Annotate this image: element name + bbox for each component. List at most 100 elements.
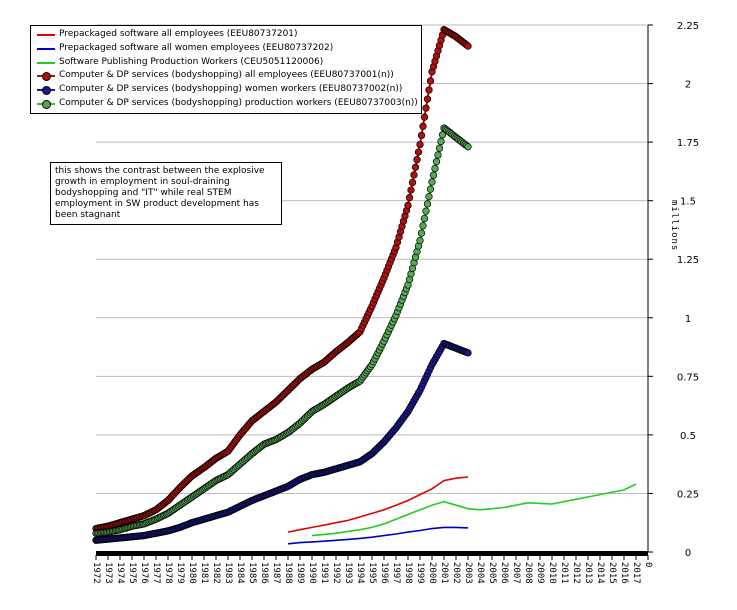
x-tick-label: 2015 [607, 562, 617, 584]
data-point [407, 186, 415, 194]
data-point [422, 207, 430, 215]
data-point [405, 194, 414, 202]
x-tick-label: 1991 [319, 562, 329, 584]
y-tick-label: 2 [685, 80, 691, 91]
data-point [417, 229, 426, 237]
data-point [426, 185, 435, 193]
data-point [431, 164, 439, 173]
x-tick-label: 2005 [487, 562, 497, 584]
x-tick-label: 1974 [115, 562, 125, 584]
legend-line-swatch [37, 47, 55, 50]
data-point [425, 192, 433, 201]
data-point [422, 104, 430, 112]
series-line [287, 526, 469, 545]
x-tick-label: 1975 [127, 562, 137, 584]
x-tick-label: 2006 [499, 562, 509, 584]
data-point [413, 156, 421, 164]
legend-item: Computer & DP services (bodyshopping) wo… [31, 83, 421, 97]
x-tick-label: 2017 [631, 562, 641, 584]
x-tick-label: 1993 [343, 562, 353, 584]
legend-marker-swatch [42, 86, 51, 96]
data-point [416, 236, 424, 245]
x-tick-label: 1981 [199, 562, 209, 584]
data-point [419, 222, 427, 230]
x-tick-label: 2009 [535, 562, 545, 584]
data-point [417, 131, 426, 140]
data-point [435, 144, 444, 152]
x-tick-label: 1980 [187, 562, 197, 584]
legend-item: Prepackaged software all women employees… [31, 42, 421, 56]
x-tick-label: 1984 [235, 562, 245, 584]
data-point [429, 171, 438, 179]
data-point [425, 86, 433, 94]
data-point [464, 349, 472, 357]
x-tick-label: 2012 [571, 562, 581, 584]
legend-item: Computer & DP services (bodyshopping) al… [31, 69, 421, 83]
legend-label: Prepackaged software all employees (EEU8… [59, 29, 298, 39]
x-tick-label: 1994 [355, 562, 365, 584]
x-tick-label: 1999 [415, 562, 425, 584]
x-tick-label: 1979 [175, 562, 185, 584]
x-tick-label: 1985 [247, 562, 257, 584]
x-tick-label: 2014 [595, 562, 605, 584]
x-tick-label: 2000 [427, 562, 437, 584]
x-tick-label: 1996 [379, 562, 389, 584]
x-tick-label: 1977 [151, 562, 161, 584]
data-point [410, 171, 418, 179]
data-point [404, 201, 412, 210]
x-tick-label: 1989 [295, 562, 305, 584]
x-tick-label: 1972 [91, 562, 101, 584]
x-tick-label: 2008 [523, 562, 533, 584]
x-axis-bar [96, 551, 648, 556]
legend-label: Software Publishing Production Workers (… [59, 56, 324, 67]
legend-label: Computer & DP services (bodyshopping) al… [59, 70, 394, 81]
legend-marker-swatch [42, 72, 51, 82]
legend-item: Prepackaged software all employees (EEU8… [31, 28, 421, 42]
y-tick-label: 1.75 [677, 138, 699, 149]
annotation-box: this shows the contrast between the expl… [50, 162, 282, 225]
x-tick-label: 2013 [583, 562, 593, 584]
data-point [423, 95, 432, 103]
x-tick-label: 1992 [331, 562, 341, 584]
data-point [438, 131, 447, 139]
x-tick-label: 1997 [391, 562, 401, 584]
x-tick-label: 1995 [367, 562, 377, 584]
y-axis-label: millions [669, 200, 679, 251]
y-tick-label: 1 [685, 314, 691, 325]
data-point [434, 151, 442, 159]
y-tick-label: 0 [685, 548, 691, 559]
legend-label: Computer & DP services (bodyshopping) wo… [59, 84, 403, 95]
x-tick-label: 1982 [211, 562, 221, 584]
legend-line-swatch [37, 61, 55, 64]
x-tick-label: 1998 [403, 562, 413, 584]
y-tick-label: 0.75 [677, 372, 699, 383]
legend: Prepackaged software all employees (EEU8… [30, 25, 422, 114]
y-tick-label: 0.25 [677, 489, 699, 500]
x-tick-label: 2002 [451, 562, 461, 584]
data-point [428, 178, 436, 186]
x-tick-label: 1978 [163, 562, 173, 584]
x-tick-label: 2004 [475, 562, 485, 584]
data-point [411, 163, 420, 171]
y-tick-label: 2.25 [677, 21, 699, 32]
legend-label: Computer & DP services (bodyshopping) pr… [59, 97, 418, 108]
x-tick-label: 2016 [619, 562, 629, 584]
data-point [414, 148, 423, 156]
x-tick-label: 1988 [283, 562, 293, 584]
x-tick-label: 2011 [559, 562, 569, 584]
data-point [437, 137, 445, 146]
x-tick-label: 0 [643, 562, 653, 567]
x-tick-label: 2001 [439, 562, 449, 584]
x-tick-label: 2007 [511, 562, 521, 584]
data-point [420, 113, 429, 121]
y-tick-label: 1.5 [680, 197, 696, 208]
data-point [426, 77, 435, 85]
x-tick-label: 1987 [271, 562, 281, 584]
series-line [311, 483, 637, 537]
data-point [416, 140, 424, 149]
data-point [432, 158, 441, 166]
x-tick-label: 1983 [223, 562, 233, 584]
x-tick-label: 2003 [463, 562, 473, 584]
x-tick-label: 1976 [139, 562, 149, 584]
